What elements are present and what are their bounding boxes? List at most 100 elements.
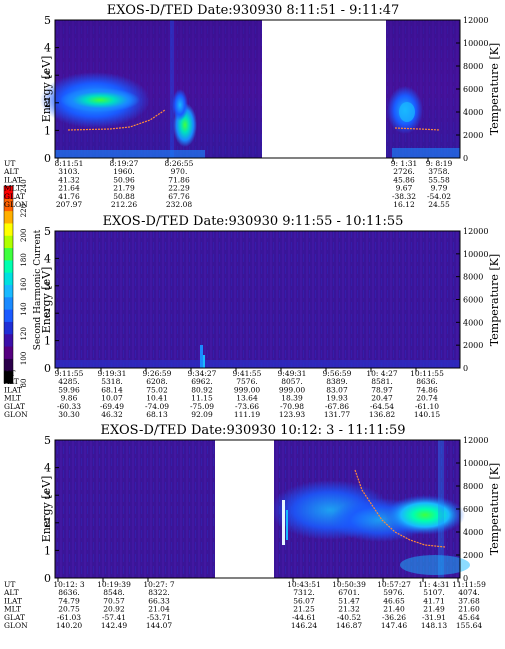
- temperature-axis-label: Temperature [K]: [488, 43, 501, 135]
- ephemeris-value: 7312.: [293, 588, 314, 597]
- ephemeris-value: 19.93: [326, 394, 348, 403]
- panel-1: EXOS-D/TED Date:930930 8:11:51 - 9:11:47…: [3, 3, 501, 209]
- ephemeris-value: 75.02: [146, 385, 168, 394]
- energy-tick-label: 4: [44, 252, 51, 265]
- ephemeris-value: -69.49: [100, 402, 124, 411]
- ephemeris-value: 146.87: [336, 621, 362, 630]
- colorbar-tick-label: 240: [20, 179, 28, 192]
- ephemeris-value: -31.91: [422, 613, 446, 622]
- ephemeris-value: 9:26:59: [143, 369, 172, 378]
- ephemeris-value: 20.47: [371, 394, 393, 403]
- ephemeris-value: 10:57:27: [377, 580, 411, 589]
- energy-axis-label: Energy [eV]: [40, 56, 53, 123]
- ephemeris-value: 11:11:59: [452, 580, 486, 589]
- colorbar-swatch: [4, 186, 13, 199]
- ephemeris-row-label: ILAT: [4, 385, 22, 394]
- ephemeris-row-label: UT: [4, 580, 15, 589]
- ephemeris-value: 6962.: [191, 377, 212, 386]
- ephemeris-value: 20.75: [58, 605, 80, 614]
- ephemeris-row-label: UT: [4, 369, 15, 378]
- ephemeris-value: -61.03: [57, 613, 81, 622]
- ephemeris-value: 8:19:27: [110, 159, 139, 168]
- colorbar-swatch: [4, 296, 13, 310]
- ephemeris-value: 21.25: [293, 605, 315, 614]
- ephemeris-row-label: GLON: [4, 410, 28, 419]
- temperature-tick-label: 12000: [463, 436, 488, 445]
- ephemeris-value: -64.54: [370, 402, 394, 411]
- ephemeris-value: 21.32: [338, 605, 360, 614]
- ephemeris-value: 56.07: [293, 596, 315, 605]
- ephemeris-value: 9: 1:31: [391, 159, 418, 168]
- ephemeris-value: 9:34:27: [188, 369, 217, 378]
- ephemeris-value: 10:27: 7: [143, 580, 175, 589]
- panel-title: EXOS-D/TED Date:930930 8:11:51 - 9:11:47: [107, 3, 400, 18]
- ephemeris-value: 41.71: [423, 596, 444, 605]
- ephemeris-value: -38.32: [392, 192, 416, 201]
- ephemeris-value: 9:11:55: [55, 369, 84, 378]
- ephemeris-value: 21.40: [383, 605, 405, 614]
- energy-axis-label: Energy [eV]: [40, 476, 53, 543]
- ephemeris-value: 51.47: [338, 596, 360, 605]
- temperature-tick-label: 0: [463, 574, 468, 583]
- ephemeris-value: -60.33: [57, 402, 81, 411]
- ephemeris-value: 13.64: [236, 394, 258, 403]
- ephemeris-value: 11: 4:31: [418, 580, 449, 589]
- ephemeris-value: -67.86: [325, 402, 349, 411]
- ephemeris-value: 74.79: [58, 596, 80, 605]
- energy-tick-label: 3: [44, 489, 51, 502]
- ephemeris-row-label: ILAT: [4, 175, 22, 184]
- ephemeris-value: 50.96: [113, 175, 135, 184]
- ephemeris-value: -74.09: [145, 402, 169, 411]
- colorbar-tick-labels: 80 100 120 140 160 180 200 220 240: [20, 179, 28, 387]
- ephemeris-value: 83.07: [326, 385, 348, 394]
- ephemeris-value: 8389.: [326, 377, 347, 386]
- spectrogram-image: [40, 20, 460, 158]
- ephemeris-value: 8:26:55: [165, 159, 194, 168]
- ephemeris-value: 147.46: [381, 621, 407, 630]
- ephemeris-row-label: UT: [4, 159, 15, 168]
- ephemeris-value: 146.24: [291, 621, 317, 630]
- colorbar-tick-label: 220: [20, 204, 28, 217]
- ephemeris-value: 8636.: [416, 377, 437, 386]
- ephemeris-value: 10.07: [101, 394, 123, 403]
- ephemeris-table: UTALTILATMLTGLATGLON8:11:513103.41.3221.…: [3, 158, 452, 209]
- ephemeris-row-label: GLON: [4, 200, 28, 209]
- ephemeris-value: 9:19:31: [98, 369, 127, 378]
- colorbar-swatch: [4, 370, 13, 384]
- energy-tick-label: 4: [44, 42, 51, 55]
- temperature-tick-label: 2000: [463, 131, 483, 140]
- ephemeris-value: 9:41:55: [233, 369, 262, 378]
- colorbar-swatch: [4, 272, 13, 285]
- spectrogram-image: [55, 440, 470, 578]
- ephemeris-value: 74.86: [416, 385, 438, 394]
- temperature-tick-label: 4000: [463, 318, 483, 327]
- ephemeris-value: 2726.: [393, 167, 414, 176]
- ephemeris-row-label: ALT: [3, 167, 19, 176]
- ephemeris-value: 20.92: [103, 605, 125, 614]
- ephemeris-value: 9:49:31: [278, 369, 307, 378]
- ephemeris-value: 21.60: [458, 605, 480, 614]
- energy-tick-label: 3: [44, 69, 51, 82]
- ephemeris-row-label: GLON: [4, 621, 28, 630]
- ephemeris-value: -61.10: [415, 402, 439, 411]
- temperature-tick-label: 0: [463, 154, 468, 163]
- ephemeris-value: 9:56:59: [323, 369, 352, 378]
- colorbar-swatch: [4, 198, 13, 212]
- ephemeris-value: 148.13: [421, 621, 447, 630]
- ephemeris-value: 1960.: [113, 167, 134, 176]
- colorbar-tick-label: 160: [20, 278, 28, 291]
- temperature-tick-label: 6000: [463, 505, 483, 514]
- energy-axis: 0 1 2 3 4 5 0 2000 4000 6000 8000 10000 12000: [44, 225, 488, 375]
- ephemeris-value: 140.20: [56, 621, 82, 630]
- ephemeris-value: 999.00: [279, 385, 305, 394]
- temperature-tick-label: 10000: [463, 39, 488, 48]
- ephemeris-value: 70.57: [103, 596, 125, 605]
- colorbar-tick-label: 200: [20, 229, 28, 242]
- ephemeris-value: 78.97: [371, 385, 393, 394]
- ephemeris-value: -70.98: [280, 402, 304, 411]
- ephemeris-value: 140.15: [414, 410, 440, 419]
- colorbar-swatch: [4, 309, 13, 322]
- ephemeris-value: 8:11:51: [55, 159, 84, 168]
